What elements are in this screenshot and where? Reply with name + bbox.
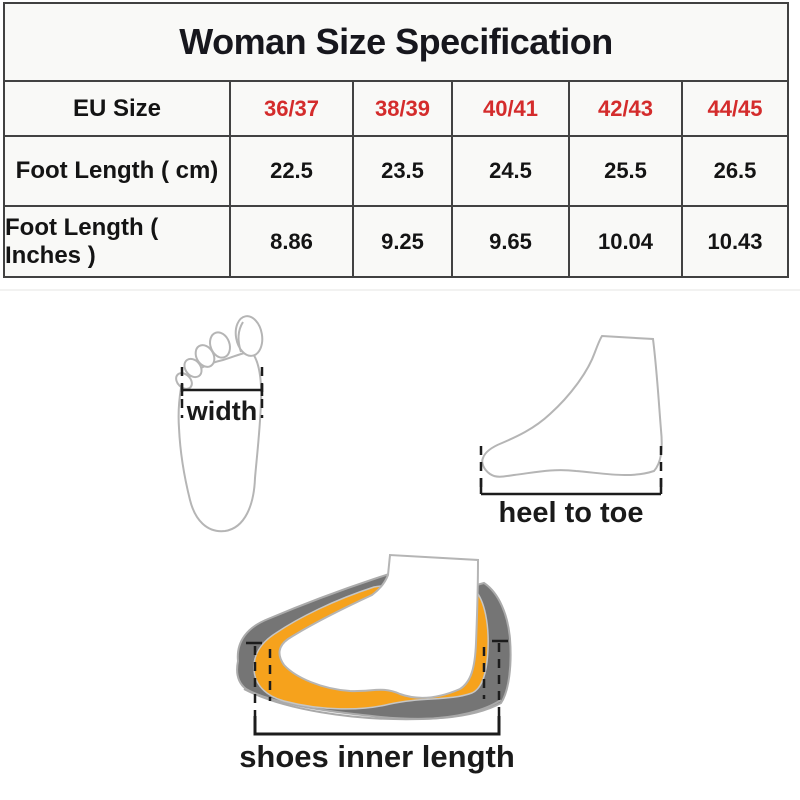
eu-size-value: 38/39 <box>354 82 451 135</box>
foot-length-inches-value: 8.86 <box>231 207 352 276</box>
foot-length-cm-value: 24.5 <box>453 137 568 205</box>
foot-sole-outline <box>177 351 263 533</box>
foot-in-shoe-white <box>278 553 480 699</box>
eu-size-value: 40/41 <box>453 82 568 135</box>
heel-toe-measure-line <box>479 478 663 496</box>
shoes-inner-length-label: shoes inner length <box>239 739 515 774</box>
width-label: width <box>186 396 257 426</box>
foot-length-inches-value: 9.25 <box>354 207 451 276</box>
row-label-eu-size: EU Size <box>5 82 229 135</box>
foot-length-cm-value: 25.5 <box>570 137 681 205</box>
eu-size-value: 44/45 <box>683 82 787 135</box>
foot-width-figure: width <box>175 315 264 533</box>
inner-length-dashed-guides <box>253 643 501 716</box>
shoe-sole-seam <box>243 688 502 721</box>
toe-2 <box>209 331 231 359</box>
width-dashed-guides <box>180 367 264 418</box>
shoe-inner-length-figure: shoes inner length <box>236 553 515 774</box>
foot-profile-outline <box>481 334 663 478</box>
big-toe-crease <box>237 321 244 353</box>
row-label-foot-length-cm: Foot Length ( cm) <box>5 137 229 205</box>
foot-length-inches-value: 10.04 <box>570 207 681 276</box>
eu-size-value: 36/37 <box>231 82 352 135</box>
foot-length-cm-value: 23.5 <box>354 137 451 205</box>
big-toe <box>234 315 264 357</box>
toe-4 <box>183 357 203 379</box>
row-label-foot-length-inches: Foot Length ( Inches ) <box>5 207 229 276</box>
toe-5 <box>175 372 193 390</box>
size-specification-table: Woman Size Specification EU Size 36/37 3… <box>3 2 789 278</box>
table-title: Woman Size Specification <box>5 4 787 80</box>
divider-line <box>0 289 800 291</box>
eu-size-value: 42/43 <box>570 82 681 135</box>
foot-length-cm-value: 26.5 <box>683 137 787 205</box>
heel-to-toe-label: heel to toe <box>498 497 643 529</box>
foot-length-cm-value: 22.5 <box>231 137 352 205</box>
width-measure-line <box>180 384 264 396</box>
inner-length-bracket <box>253 716 501 736</box>
foot-length-inches-value: 10.43 <box>683 207 787 276</box>
foot-length-inches-value: 9.65 <box>453 207 568 276</box>
heel-to-toe-figure: heel to toe <box>479 334 663 529</box>
toe-3 <box>194 344 216 368</box>
